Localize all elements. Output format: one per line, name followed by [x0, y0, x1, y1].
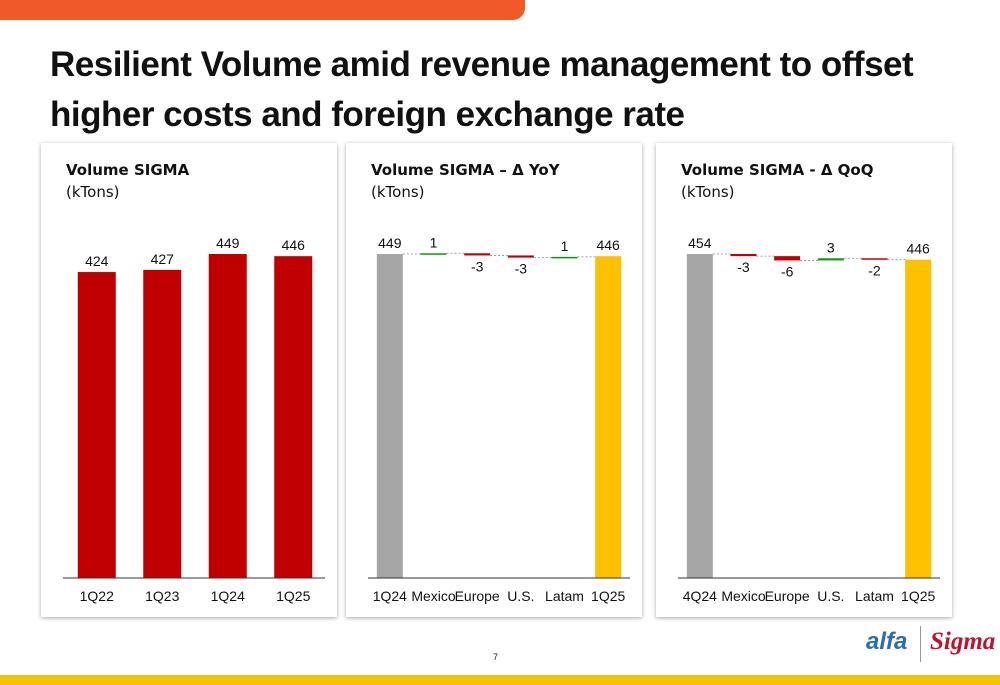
- data-label-1Q23: 427: [151, 251, 175, 267]
- delta-bar-Mexico: [730, 254, 757, 257]
- data-label-Latam: -2: [868, 263, 881, 279]
- x-tick-1Q23: 1Q23: [145, 588, 179, 604]
- data-label-1Q25: 446: [906, 241, 930, 257]
- x-tick-U.S.: U.S.: [507, 588, 534, 604]
- bar-1Q24: [208, 254, 247, 578]
- delta-bar-Latam: [861, 258, 888, 260]
- alfa-logo: alfa: [866, 628, 908, 655]
- x-tick-Europe: Europe: [765, 588, 810, 604]
- data-label-1Q25: 446: [596, 237, 620, 253]
- chart-unit: (kTons): [66, 183, 120, 201]
- page-number: 7: [493, 652, 499, 662]
- x-tick-Europe: Europe: [455, 588, 500, 604]
- chart-title: Volume SIGMA - Δ QoQ: [681, 161, 874, 179]
- delta-bar-U.S.: [507, 255, 534, 258]
- x-tick-1Q24: 1Q24: [211, 588, 245, 604]
- data-label-U.S.: -3: [515, 261, 528, 277]
- bottom-accent-bar: [0, 675, 1000, 685]
- data-label-Europe: -6: [781, 263, 794, 279]
- bar-1Q24: [376, 254, 403, 578]
- chart-title: Volume SIGMA: [66, 161, 190, 179]
- x-tick-U.S.: U.S.: [817, 588, 844, 604]
- data-label-1Q24: 449: [216, 235, 240, 251]
- x-tick-Mexico: Mexico: [411, 588, 456, 604]
- bar-1Q22: [77, 272, 116, 578]
- bar-1Q23: [143, 269, 182, 578]
- data-label-Europe: -3: [471, 258, 484, 274]
- volume-chart-panel: 424 1Q22 427 1Q23 449 1Q24 446 1Q25 Volume SIGM…: [41, 143, 337, 617]
- bar-1Q25: [595, 256, 622, 578]
- x-tick-1Q22: 1Q22: [80, 588, 114, 604]
- x-tick-4Q24: 4Q24: [683, 588, 717, 604]
- delta-bar-Latam: [551, 256, 578, 259]
- delta-bar-Europe: [464, 253, 491, 256]
- x-tick-1Q25: 1Q25: [901, 588, 935, 604]
- logo-divider: [920, 626, 921, 662]
- bar-4Q24: [686, 254, 713, 578]
- data-label-1Q22: 424: [85, 253, 109, 269]
- x-tick-1Q25: 1Q25: [591, 588, 625, 604]
- qoq-chart-panel: 454 4Q24 -3 Mexico -6 Europe 3 U.S. -2 Latam 446 1Q…: [656, 143, 952, 617]
- x-tick-Latam: Latam: [545, 588, 584, 604]
- qoq-waterfall-chart: 454 4Q24 -3 Mexico -6 Europe 3 U.S. -2 Latam 446 1Q…: [678, 235, 940, 604]
- sigma-logo: Sigma: [930, 628, 996, 655]
- data-label-Mexico: -3: [737, 259, 750, 275]
- data-label-Latam: 1: [561, 238, 569, 254]
- chart-unit: (kTons): [681, 183, 735, 201]
- volume-chart: 424 1Q22 427 1Q23 449 1Q24 446 1Q25: [63, 235, 325, 604]
- chart-unit: (kTons): [371, 183, 425, 201]
- delta-bar-Mexico: [420, 253, 447, 255]
- chart-title: Volume SIGMA – Δ YoY: [371, 161, 560, 179]
- x-tick-Latam: Latam: [855, 588, 894, 604]
- top-accent-bar: [0, 0, 525, 20]
- x-tick-Mexico: Mexico: [721, 588, 766, 604]
- bar-1Q25: [905, 259, 932, 578]
- page-title: Resilient Volume amid revenue management…: [50, 45, 914, 134]
- data-label-U.S.: 3: [827, 239, 835, 255]
- yoy-chart-panel: 449 1Q24 1 Mexico -3 Europe -3 U.S. 1 Latam 446 1Q2…: [346, 143, 642, 617]
- data-label-1Q24: 449: [378, 235, 402, 251]
- x-tick-1Q25: 1Q25: [276, 588, 310, 604]
- delta-bar-Europe: [774, 256, 801, 261]
- yoy-waterfall-chart: 449 1Q24 1 Mexico -3 Europe -3 U.S. 1 Latam 446 1Q2…: [368, 234, 630, 604]
- delta-bar-U.S.: [817, 258, 844, 261]
- x-tick-1Q24: 1Q24: [373, 588, 407, 604]
- data-label-1Q25: 446: [282, 237, 306, 253]
- bar-1Q25: [274, 256, 313, 578]
- data-label-4Q24: 454: [688, 235, 712, 251]
- data-label-Mexico: 1: [430, 234, 438, 250]
